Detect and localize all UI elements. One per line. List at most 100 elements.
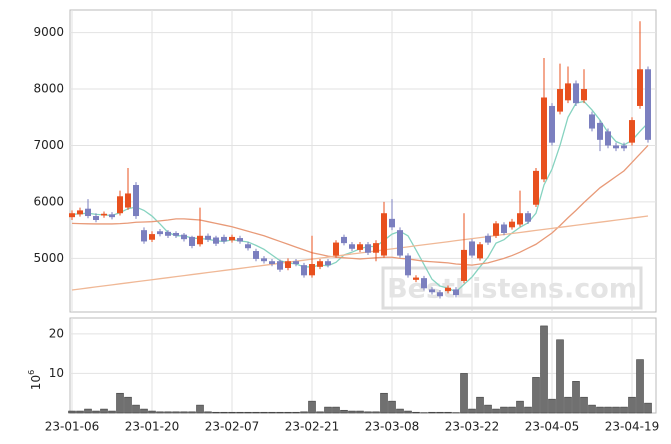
candle-body xyxy=(357,244,363,250)
x-tick-label: 23-02-21 xyxy=(285,420,339,434)
y-tick-label: 10 xyxy=(49,366,64,380)
watermark-box xyxy=(381,266,643,310)
volume-bar xyxy=(156,411,164,414)
candle-body xyxy=(581,89,587,101)
candle-body xyxy=(437,292,443,297)
volume-bar xyxy=(140,408,148,414)
moving-average-line xyxy=(71,100,649,293)
volume-bar xyxy=(164,411,172,414)
candle-body xyxy=(69,213,75,218)
moving-average-line xyxy=(71,145,649,266)
candle-body xyxy=(149,234,155,240)
candle-body xyxy=(421,278,427,289)
candle-body xyxy=(389,218,395,228)
candle-body xyxy=(173,232,179,236)
volume-bar xyxy=(348,410,356,414)
volume-bar xyxy=(500,406,508,414)
volume-bar xyxy=(476,396,484,414)
candle-body xyxy=(181,234,187,240)
volume-bar xyxy=(596,406,604,414)
volume-bar xyxy=(436,411,444,414)
volume-bar xyxy=(484,404,492,414)
watermark-text: BestListens.com xyxy=(387,274,637,305)
x-tick-label: 23-03-08 xyxy=(365,420,419,434)
x-tick-label: 23-01-06 xyxy=(45,420,99,434)
volume-bar xyxy=(300,411,308,414)
candle-body xyxy=(373,243,379,253)
volume-bar xyxy=(588,404,596,414)
candle-body xyxy=(213,237,219,244)
volume-bar xyxy=(404,410,412,414)
x-tick-label: 23-02-07 xyxy=(205,420,259,434)
candle-body xyxy=(269,261,275,265)
volume-bar xyxy=(204,411,212,414)
candle-body xyxy=(525,213,531,222)
candle-body xyxy=(253,251,259,259)
candle-body xyxy=(101,213,107,216)
volume-bar xyxy=(252,411,260,414)
candle-body xyxy=(453,289,459,296)
x-tick-label: 23-01-20 xyxy=(125,420,179,434)
volume-bar xyxy=(116,392,124,414)
candle-body xyxy=(133,184,139,217)
candle-body xyxy=(325,261,331,266)
y-tick-label: 9000 xyxy=(33,25,64,39)
volume-bar xyxy=(316,411,324,414)
candle-body xyxy=(301,265,307,276)
x-tick-label: 23-04-05 xyxy=(525,420,579,434)
volume-unit-exponent: 6 xyxy=(27,370,36,375)
candle-body xyxy=(237,238,243,242)
candle-body xyxy=(629,120,635,143)
volume-bar xyxy=(172,411,180,414)
volume-bar xyxy=(212,411,220,414)
candle-body xyxy=(165,231,171,236)
volume-bar xyxy=(620,406,628,414)
candle-body xyxy=(141,230,147,242)
candle-body xyxy=(413,277,419,280)
volume-bar xyxy=(412,411,420,414)
candle-body xyxy=(501,224,507,233)
volume-bar xyxy=(564,396,572,414)
candle-body xyxy=(285,261,291,268)
volume-bar xyxy=(524,406,532,414)
volume-bar xyxy=(292,411,300,414)
candle-body xyxy=(197,235,203,245)
candle-body xyxy=(317,261,323,267)
candle-body xyxy=(541,97,547,180)
price-panel xyxy=(69,9,657,313)
volume-bar xyxy=(356,410,364,414)
volume-bar xyxy=(372,411,380,414)
volume-bar xyxy=(428,411,436,414)
candle-body xyxy=(189,236,195,246)
candle-body xyxy=(341,236,347,244)
volume-bar xyxy=(68,410,76,414)
candle-body xyxy=(365,244,371,253)
volume-bar xyxy=(276,411,284,414)
candle-body xyxy=(229,236,235,241)
volume-bar xyxy=(220,411,228,414)
candle-body xyxy=(509,221,515,228)
candle-body xyxy=(349,244,355,249)
candle-body xyxy=(445,287,451,292)
volume-bar xyxy=(228,411,236,414)
watermark: BestListens.com xyxy=(381,266,643,310)
volume-bar xyxy=(284,411,292,414)
candle-body xyxy=(245,244,251,249)
candle-body xyxy=(493,223,499,236)
candle-body xyxy=(405,255,411,276)
volume-bar xyxy=(636,359,644,414)
moving-average-line xyxy=(71,215,649,291)
volume-bar xyxy=(340,409,348,414)
volume-bar xyxy=(100,408,108,414)
volume-bar xyxy=(244,411,252,414)
candle-body xyxy=(277,261,283,270)
volume-bar xyxy=(76,410,84,414)
y-tick-label: 7000 xyxy=(33,138,64,152)
volume-bar xyxy=(396,408,404,414)
volume-bar xyxy=(468,408,476,414)
candle-body xyxy=(205,235,211,240)
volume-bar xyxy=(132,404,140,414)
candle-body xyxy=(637,69,643,106)
